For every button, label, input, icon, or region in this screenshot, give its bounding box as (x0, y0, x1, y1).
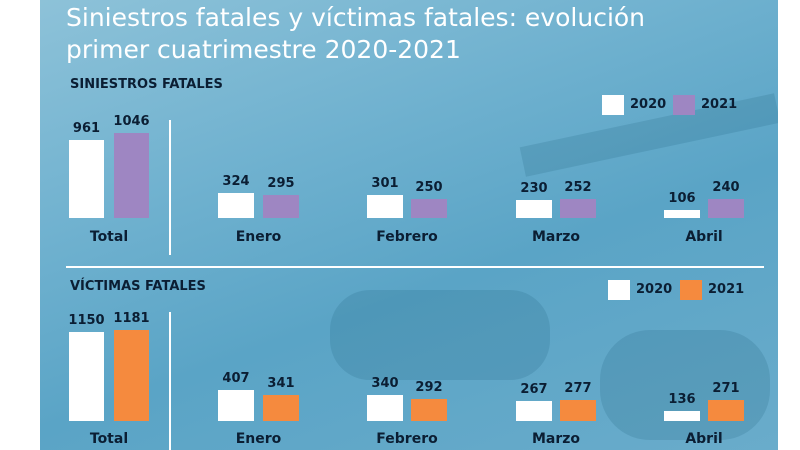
category-label-febrero: Febrero (376, 229, 438, 245)
bar-value-label: 240 (712, 180, 740, 196)
background-texture (600, 330, 770, 440)
total-value-label: 961 (72, 121, 101, 136)
category-label-abril: Abril (685, 431, 723, 447)
category-label-enero: Enero (235, 431, 282, 447)
bar-marzo-2020 (516, 200, 552, 218)
total-divider (169, 312, 171, 450)
category-label-marzo: Marzo (531, 229, 581, 245)
bar-abril-2021 (708, 199, 744, 218)
total-category-label: Total (89, 229, 129, 245)
bar-marzo-2021 (560, 399, 596, 421)
bar-value-label: 252 (564, 179, 592, 195)
bar-value-label: 324 (222, 174, 250, 189)
left-margin (0, 0, 40, 450)
legend-swatch-2021 (673, 95, 695, 115)
page-title: Siniestros fatales y víctimas fatales: e… (66, 2, 645, 66)
section-title-victimas: VÍCTIMAS FATALES (70, 279, 206, 294)
total-bar-2020 (69, 332, 104, 421)
legend-label-2021: 2021 (701, 97, 738, 112)
bar-value-label: 407 (222, 371, 250, 386)
bar-value-label: 341 (267, 376, 295, 392)
bar-value-label: 267 (520, 381, 548, 397)
bar-value-label: 295 (267, 176, 295, 192)
legend-swatch-2020 (608, 280, 630, 300)
right-margin (778, 0, 800, 450)
bar-enero-2021 (263, 395, 299, 421)
bar-value-label: 230 (520, 181, 548, 197)
total-value-label: 1046 (113, 114, 150, 130)
legend-label-2021: 2021 (708, 282, 745, 297)
legend-label-2020: 2020 (630, 97, 667, 112)
legend-swatch-2020 (602, 95, 624, 115)
bar-value-label: 250 (415, 179, 443, 195)
bar-enero-2020 (218, 193, 254, 218)
bar-value-label: 292 (415, 379, 443, 395)
bar-value-label: 271 (712, 381, 740, 397)
category-label-enero: Enero (235, 229, 282, 245)
total-divider (169, 120, 171, 255)
bar-abril-2020 (664, 410, 700, 421)
bar-febrero-2021 (411, 398, 447, 421)
section-title-siniestros: SINIESTROS FATALES (70, 77, 223, 92)
title-line-1: Siniestros fatales y víctimas fatales: e… (66, 3, 646, 32)
section-divider (66, 266, 764, 268)
bar-abril-2020 (664, 209, 700, 218)
bar-abril-2021 (708, 400, 744, 421)
category-label-abril: Abril (685, 229, 723, 245)
bar-value-label: 106 (668, 190, 696, 206)
bar-value-label: 136 (668, 391, 696, 407)
bar-febrero-2020 (367, 194, 403, 218)
total-bar-2021 (114, 329, 149, 421)
bar-marzo-2020 (516, 400, 552, 421)
legend-swatch-2021 (680, 280, 702, 300)
background-texture (330, 290, 550, 380)
title-line-2: primer cuatrimestre 2020-2021 (66, 35, 461, 64)
category-label-febrero: Febrero (376, 431, 438, 447)
bar-value-label: 277 (564, 380, 592, 396)
bar-febrero-2021 (411, 198, 447, 218)
bar-enero-2021 (263, 195, 299, 218)
bar-value-label: 301 (371, 175, 399, 191)
bar-enero-2020 (218, 390, 254, 421)
bar-marzo-2021 (560, 198, 596, 218)
category-label-marzo: Marzo (531, 431, 581, 447)
legend-label-2020: 2020 (636, 282, 673, 297)
total-bar-2021 (114, 133, 149, 218)
total-category-label: Total (89, 431, 129, 447)
total-bar-2020 (69, 140, 104, 218)
bar-value-label: 340 (371, 376, 399, 392)
total-value-label: 1181 (113, 310, 150, 326)
total-value-label: 1150 (68, 313, 105, 328)
bar-febrero-2020 (367, 395, 403, 421)
